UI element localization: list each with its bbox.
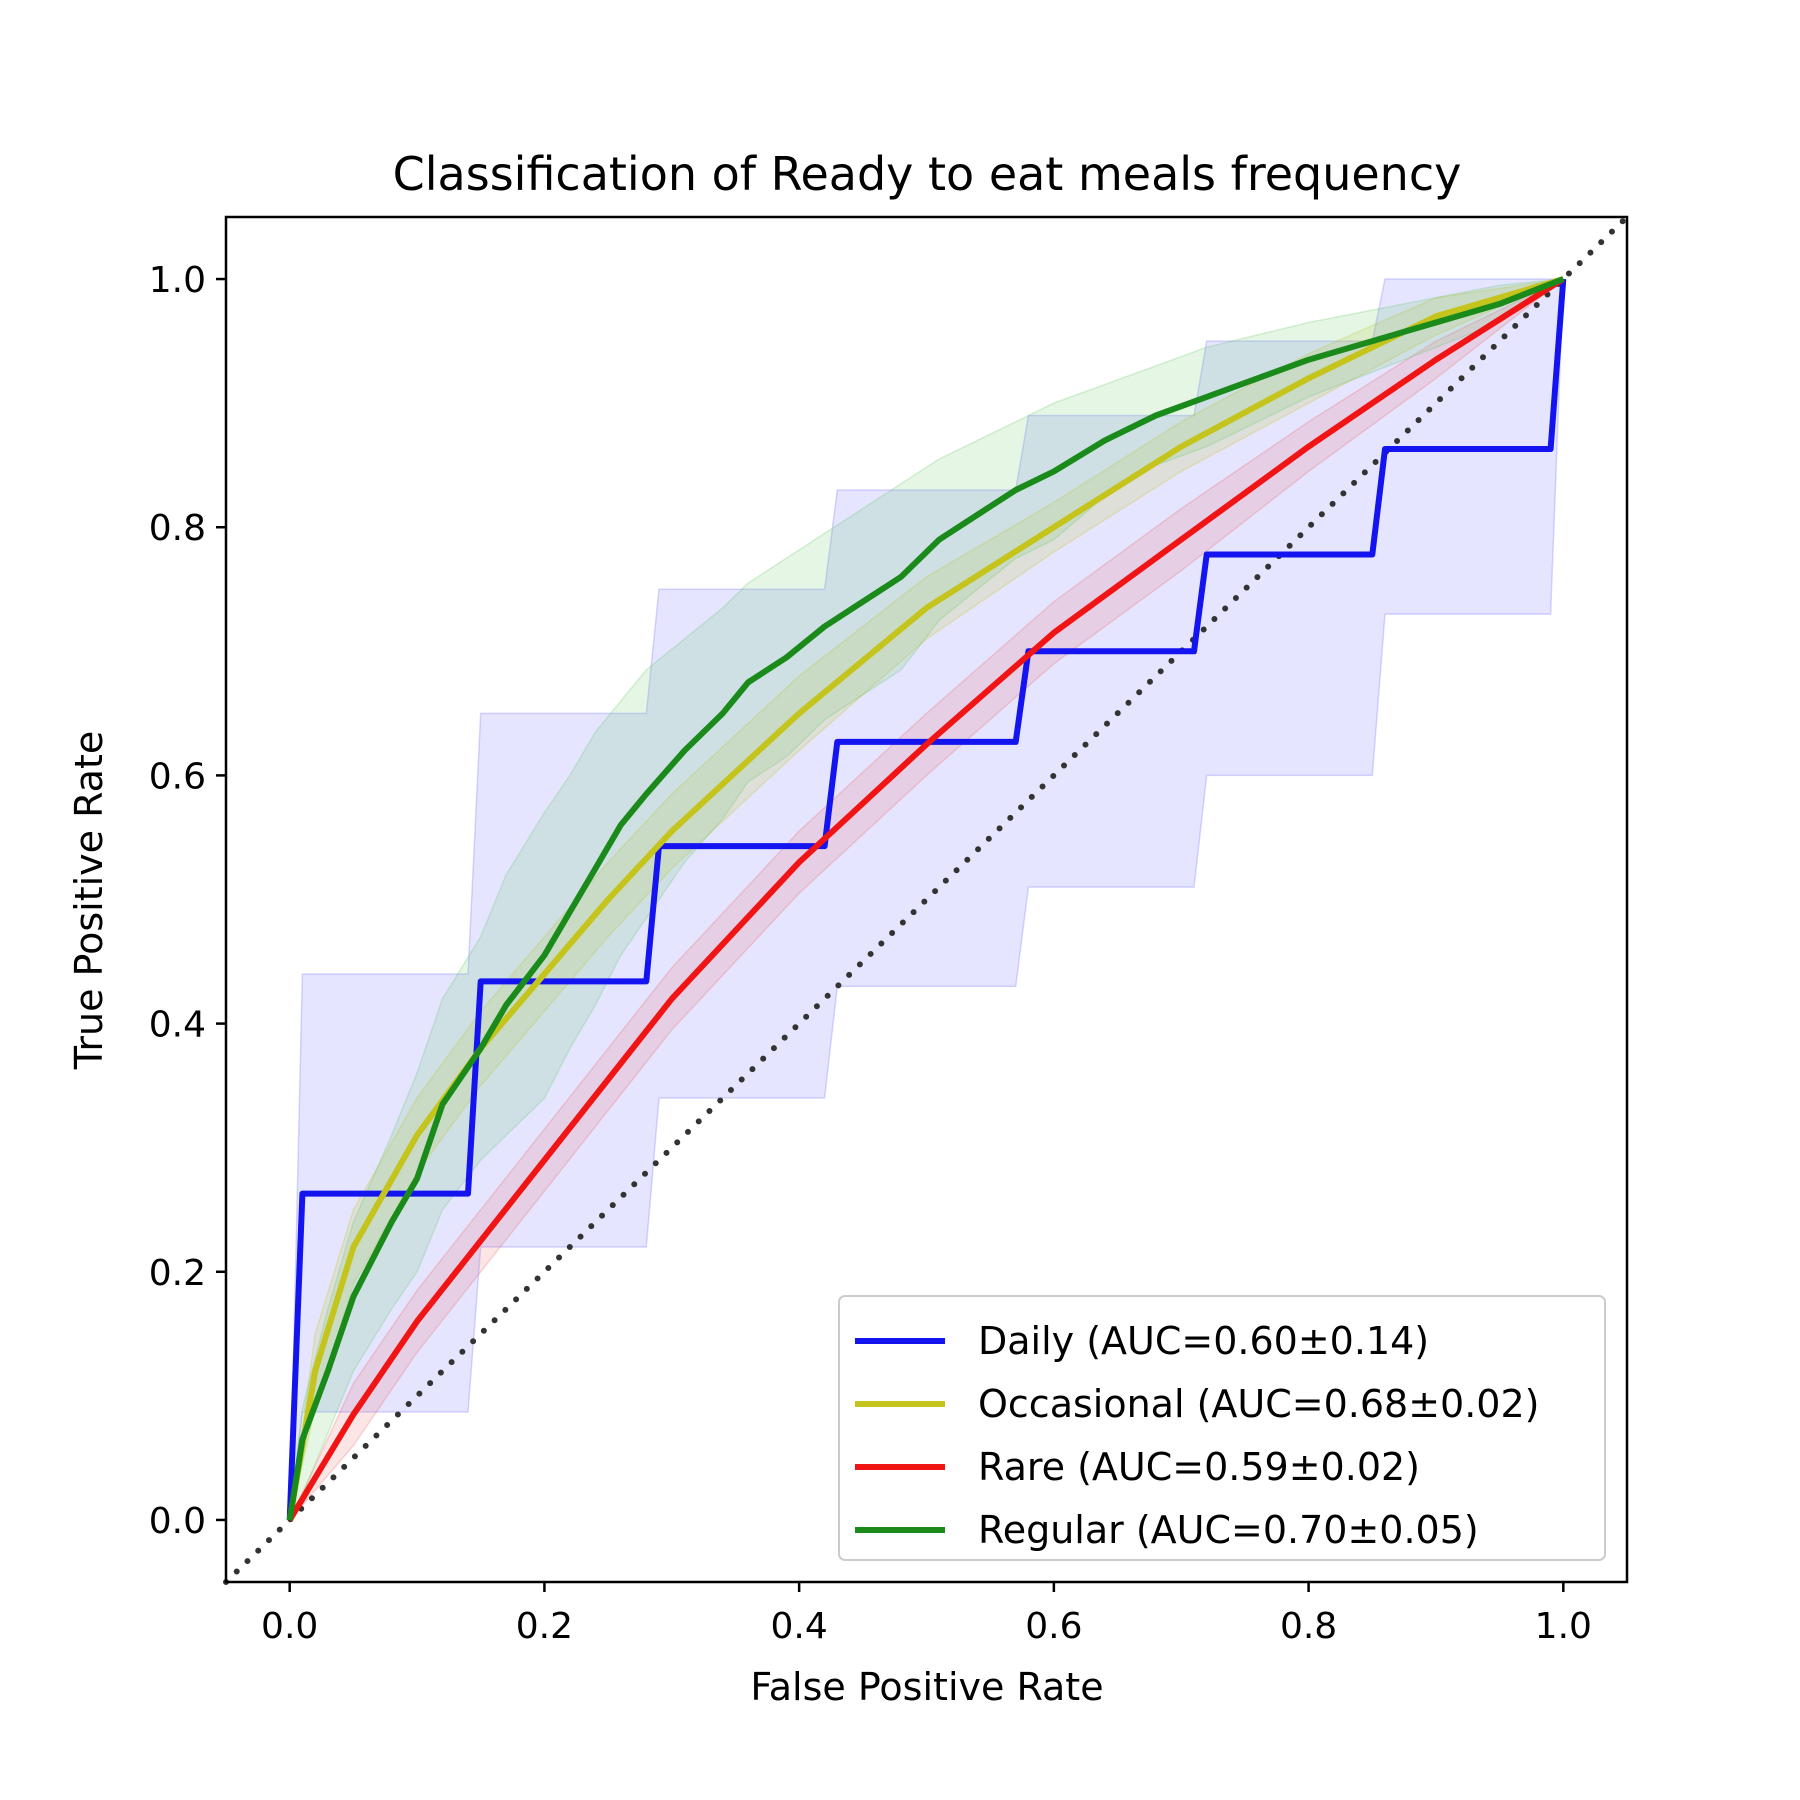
legend: Daily (AUC=0.60±0.14) Occasional (AUC=0.6… — [838, 1295, 1606, 1561]
y-tick-label: 0.6 — [149, 756, 206, 797]
x-tick-label: 0.4 — [771, 1606, 828, 1647]
chart-title: Classification of Ready to eat meals fre… — [393, 147, 1462, 201]
y-tick-label: 0.8 — [149, 508, 206, 549]
y-tick-label: 1.0 — [149, 260, 206, 301]
y-tick-label: 0.0 — [149, 1501, 206, 1542]
x-tick-label: 0.8 — [1280, 1606, 1337, 1647]
x-axis-ticks: 0.0 0.2 0.4 0.6 0.8 1.0 — [261, 1582, 1592, 1647]
y-tick-label: 0.4 — [149, 1005, 206, 1046]
y-axis-ticks: 0.0 0.2 0.4 0.6 0.8 1.0 — [149, 260, 226, 1542]
x-tick-label: 0.2 — [516, 1606, 573, 1647]
x-tick-label: 0.0 — [261, 1606, 318, 1647]
plot-frame — [224, 215, 1629, 1584]
y-axis-label: True Positive Rate — [67, 731, 111, 1071]
x-tick-label: 0.6 — [1025, 1606, 1082, 1647]
x-tick-label: 1.0 — [1535, 1606, 1592, 1647]
roc-curves — [286, 276, 1567, 1522]
curve-rare — [287, 276, 1565, 1522]
legend-label-occasional: Occasional (AUC=0.68±0.02) — [978, 1382, 1539, 1426]
legend-label-rare: Rare (AUC=0.59±0.02) — [978, 1445, 1420, 1489]
curve-regular — [286, 276, 1565, 1521]
legend-label-daily: Daily (AUC=0.60±0.14) — [978, 1319, 1429, 1363]
legend-label-regular: Regular (AUC=0.70±0.05) — [978, 1508, 1479, 1552]
legend-box — [838, 1295, 1606, 1561]
curve-occasional — [286, 276, 1565, 1521]
x-axis-label: False Positive Rate — [750, 1665, 1103, 1709]
y-tick-label: 0.2 — [149, 1253, 206, 1294]
